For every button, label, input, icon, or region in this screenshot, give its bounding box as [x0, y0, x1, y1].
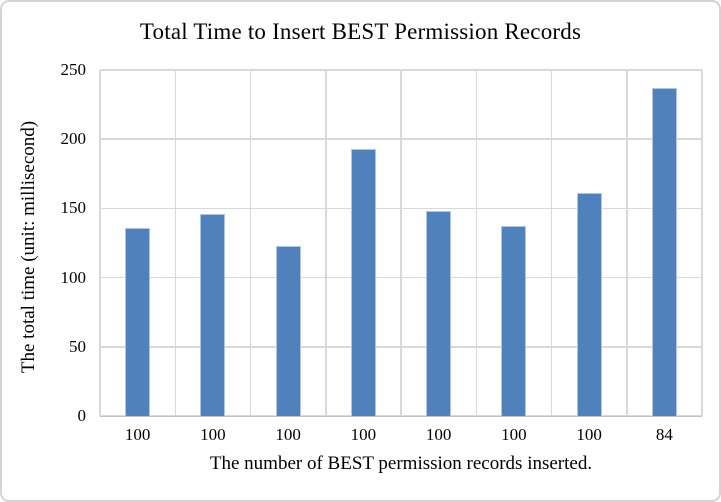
gridline-vertical	[626, 70, 628, 416]
x-tick-label: 100	[501, 425, 527, 444]
gridline-vertical	[475, 70, 477, 416]
bar	[501, 226, 527, 416]
bar	[426, 211, 452, 416]
plot-area	[99, 69, 703, 417]
bar	[275, 245, 301, 416]
x-tick-label: 100	[576, 425, 602, 444]
gridline-vertical	[701, 70, 703, 416]
gridline-vertical	[249, 70, 252, 416]
x-axis-line	[100, 415, 702, 417]
x-tick-label: 100	[350, 425, 377, 444]
bar	[350, 148, 376, 416]
bar	[651, 88, 677, 416]
y-tick-label: 50	[69, 336, 86, 356]
gridline-vertical	[174, 70, 176, 416]
gridline-vertical	[99, 70, 101, 416]
y-tick-label: 100	[60, 267, 87, 287]
gridline-vertical	[325, 70, 327, 416]
x-tick-label: 84	[655, 425, 673, 444]
y-tick-label: 150	[60, 198, 87, 218]
x-tick-label: 100	[275, 425, 301, 444]
bar	[200, 213, 226, 416]
x-tick-label: 100	[124, 425, 151, 444]
chart-title: Total Time to Insert BEST Permission Rec…	[139, 19, 582, 44]
x-tick-label: 100	[425, 425, 452, 444]
y-axis-title: The total time (unit: millisecond)	[18, 120, 39, 374]
gridline-vertical	[400, 70, 402, 416]
bar	[576, 193, 602, 416]
y-tick-label: 200	[60, 129, 87, 149]
y-tick-label: 0	[77, 406, 87, 425]
x-axis-title: The number of BEST permission records in…	[209, 453, 593, 474]
bar	[125, 227, 151, 416]
gridline-vertical	[550, 70, 553, 416]
x-tick-label: 100	[200, 425, 226, 444]
y-tick-label: 250	[60, 60, 87, 79]
